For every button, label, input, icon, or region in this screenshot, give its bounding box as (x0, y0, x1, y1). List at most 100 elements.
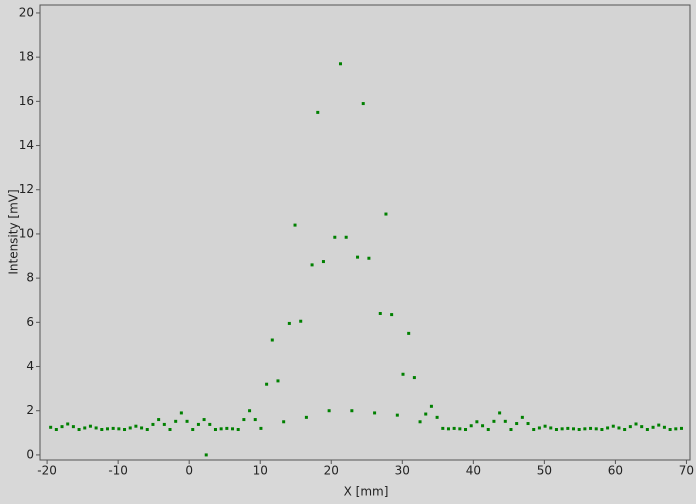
point (600, 428, 604, 432)
point (66, 422, 70, 426)
point (645, 428, 649, 432)
point (367, 256, 371, 260)
point (628, 425, 632, 429)
point (583, 427, 587, 431)
point (111, 426, 115, 430)
point (54, 428, 58, 432)
point (83, 426, 87, 430)
point (151, 422, 155, 426)
point (594, 427, 598, 431)
point (236, 428, 240, 432)
point (634, 422, 638, 426)
y-tick-label: 10 (19, 226, 34, 240)
point (571, 427, 575, 431)
point (378, 311, 382, 315)
point (469, 424, 473, 428)
point (509, 428, 513, 432)
point (662, 425, 666, 429)
point (202, 418, 206, 422)
point (196, 422, 200, 426)
x-tick-label: 30 (395, 464, 410, 478)
point (407, 331, 411, 335)
point (140, 426, 144, 430)
point (248, 409, 252, 413)
point (219, 427, 223, 431)
point (651, 425, 655, 429)
point (532, 428, 536, 432)
y-tick-label: 20 (19, 5, 34, 19)
point (498, 411, 502, 415)
point (446, 427, 450, 431)
x-tick-label: 0 (185, 464, 193, 478)
point (293, 223, 297, 227)
point (373, 411, 377, 415)
point (458, 427, 462, 431)
point (134, 424, 138, 428)
point (435, 415, 439, 419)
point (384, 212, 388, 216)
y-tick-label: 12 (19, 182, 34, 196)
point (424, 412, 428, 416)
point (486, 428, 490, 432)
point (606, 426, 610, 430)
point (259, 426, 263, 430)
point (60, 425, 64, 429)
point (481, 424, 485, 428)
point (77, 428, 81, 432)
point (304, 415, 308, 419)
point (554, 428, 558, 432)
point (231, 427, 235, 431)
point (242, 418, 246, 422)
point (276, 379, 280, 383)
point (185, 419, 189, 423)
point (429, 404, 433, 408)
point (71, 425, 75, 429)
point (287, 321, 291, 325)
point (452, 426, 456, 430)
point (361, 102, 365, 106)
point (253, 418, 257, 422)
point (560, 427, 564, 431)
point (418, 420, 422, 424)
point (589, 426, 593, 430)
x-tick-label: 40 (466, 464, 481, 478)
point (208, 422, 212, 426)
x-axis-label: X [mm] (344, 485, 389, 499)
point (492, 419, 496, 423)
point (191, 428, 195, 432)
plot-area (39, 4, 691, 461)
point (515, 422, 519, 426)
y-axis-label: Intensity [mV] (7, 189, 21, 274)
point (543, 424, 547, 428)
point (338, 62, 342, 66)
point (503, 419, 507, 423)
point (145, 428, 149, 432)
point (640, 425, 644, 429)
point (356, 255, 360, 259)
point (204, 453, 208, 457)
point (299, 319, 303, 323)
x-tick-label: -20 (37, 464, 57, 478)
point (168, 428, 172, 432)
point (566, 426, 570, 430)
point (520, 415, 524, 419)
point (49, 425, 53, 429)
point (282, 420, 286, 424)
y-tick-label: 2 (26, 403, 34, 417)
y-tick-label: 8 (26, 271, 34, 285)
x-tick-label: 50 (537, 464, 552, 478)
point (174, 419, 178, 423)
y-tick-label: 4 (26, 359, 34, 373)
point (611, 424, 615, 428)
point (623, 428, 627, 432)
point (674, 427, 678, 431)
x-tick-label: 10 (253, 464, 268, 478)
point (617, 426, 621, 430)
point (265, 382, 269, 386)
point (350, 409, 354, 413)
point (526, 422, 530, 426)
point (679, 426, 683, 430)
point (327, 409, 331, 413)
y-tick-label: 0 (26, 447, 34, 461)
